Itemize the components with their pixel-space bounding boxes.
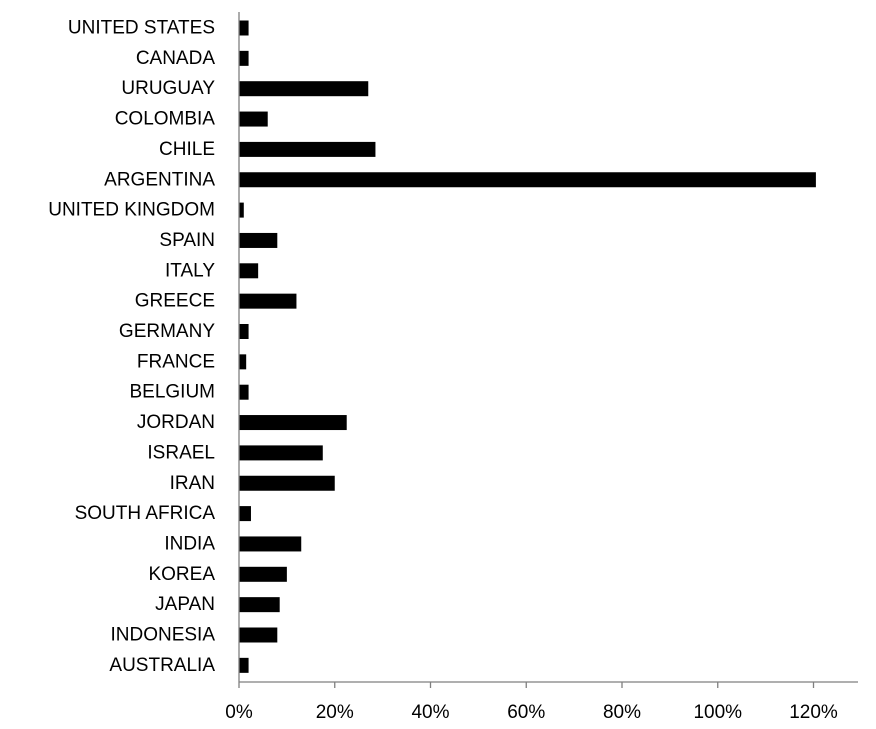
bar-india xyxy=(239,536,302,552)
bar-chile xyxy=(239,141,376,157)
x-tick-label: 100% xyxy=(693,702,742,723)
x-tick-label: 80% xyxy=(603,702,641,723)
x-tick-label: 20% xyxy=(316,702,354,723)
bar-australia xyxy=(239,657,249,673)
category-label-jordan: JORDAN xyxy=(137,412,215,433)
category-label-united-kingdom: UNITED KINGDOM xyxy=(48,200,215,221)
bar-south-africa xyxy=(239,506,251,522)
category-label-united-states: UNITED STATES xyxy=(68,18,215,39)
bar-germany xyxy=(239,324,249,339)
category-label-japan: JAPAN xyxy=(155,594,215,615)
x-tick-label: 120% xyxy=(789,702,838,723)
bar-argentina xyxy=(239,172,816,188)
category-label-indonesia: INDONESIA xyxy=(110,625,215,646)
category-label-germany: GERMANY xyxy=(119,321,215,342)
bar-uruguay xyxy=(239,81,369,97)
category-label-argentina: ARGENTINA xyxy=(104,169,215,190)
category-label-italy: ITALY xyxy=(165,260,215,281)
bar-jordan xyxy=(239,415,347,431)
category-labels: UNITED STATES CANADA URUGUAY COLOMBIA CHILE A… xyxy=(48,18,215,676)
bar-korea xyxy=(239,566,287,582)
bar-japan xyxy=(239,597,280,613)
category-label-india: INDIA xyxy=(164,533,215,554)
category-label-uruguay: URUGUAY xyxy=(121,78,215,99)
category-label-belgium: BELGIUM xyxy=(129,382,215,403)
category-label-israel: ISRAEL xyxy=(147,442,215,463)
bar-colombia xyxy=(239,111,268,127)
bar-united-states xyxy=(239,20,249,36)
bar-france xyxy=(239,354,247,370)
category-label-south-africa: SOUTH AFRICA xyxy=(75,503,216,524)
x-axis-ticks: 0% 20% 40% 60% 80% 100% 120% xyxy=(225,682,838,723)
category-label-france: FRANCE xyxy=(137,351,215,372)
bar-united-kingdom xyxy=(239,202,244,218)
category-label-australia: AUSTRALIA xyxy=(109,655,215,676)
x-tick-label: 0% xyxy=(225,702,253,723)
bar-indonesia xyxy=(239,627,278,643)
x-tick-label: 40% xyxy=(411,702,449,723)
bar-iran xyxy=(239,475,335,491)
bar-spain xyxy=(239,232,278,248)
category-label-greece: GREECE xyxy=(135,291,215,312)
category-label-colombia: COLOMBIA xyxy=(115,109,216,130)
category-label-chile: CHILE xyxy=(159,139,215,160)
category-label-spain: SPAIN xyxy=(159,230,215,251)
category-label-iran: IRAN xyxy=(170,473,215,494)
bar-greece xyxy=(239,293,297,309)
bars-group xyxy=(239,20,816,673)
bar-belgium xyxy=(239,384,249,400)
bar-israel xyxy=(239,445,323,461)
bar-italy xyxy=(239,263,259,279)
category-label-korea: KOREA xyxy=(148,564,215,585)
x-tick-label: 60% xyxy=(507,702,545,723)
category-label-canada: CANADA xyxy=(136,48,216,69)
bar-canada xyxy=(239,50,249,66)
